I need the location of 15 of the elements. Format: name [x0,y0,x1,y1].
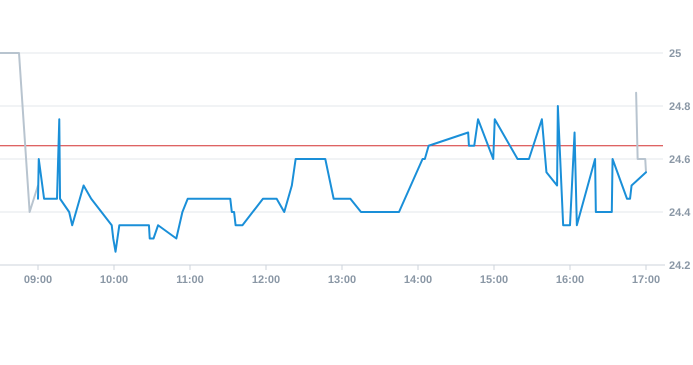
y-tick-label: 24.8 [669,101,690,113]
x-tick-label: 10:00 [100,274,128,286]
y-tick-label: 24.4 [669,207,692,219]
y-tick-label: 25 [669,48,682,60]
x-tick-label: 09:00 [24,274,52,286]
x-tick-label: 11:00 [176,274,204,286]
line-series [37,105,647,253]
x-tick-label: 15:00 [480,274,508,286]
x-tick-label: 12:00 [252,274,280,286]
x-tick-label: 16:00 [556,274,584,286]
x-tick-label: 17:00 [632,274,660,286]
x-tick-label: 14:00 [404,274,432,286]
x-tick-label: 13:00 [328,274,356,286]
y-tick-label: 24.2 [669,260,690,272]
y-tick-label: 24.6 [669,154,690,166]
